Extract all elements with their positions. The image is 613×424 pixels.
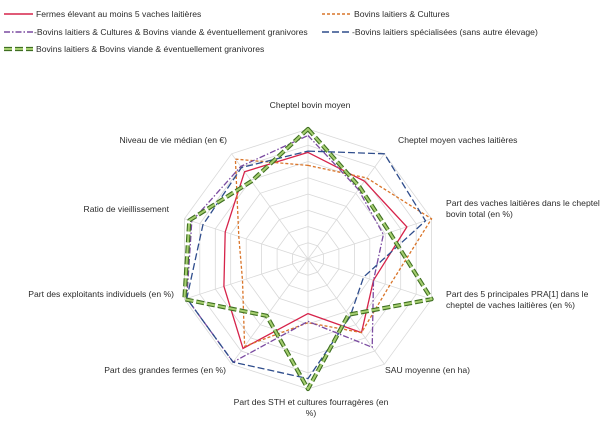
axis-label-9-line-0: Niveau de vie médian (en €) xyxy=(120,135,228,145)
axis-label-0: Cheptel bovin moyen xyxy=(270,100,351,110)
axis-label-3-line-0: Part des 5 principales PRA[1] dans le xyxy=(446,289,589,299)
legend: Fermes élevant au moins 5 vaches laitièr… xyxy=(4,9,538,54)
axis-label-8: Ratio de vieillissement xyxy=(84,204,170,214)
axis-label-5-line-0: Part des STH et cultures fourragères (en xyxy=(234,397,389,407)
axis-label-6-line-0: Part des grandes fermes (en %) xyxy=(104,365,226,375)
axis-label-2-line-1: bovin total (en %) xyxy=(446,209,513,219)
legend-item-2: -Bovins laitiers & Cultures & Bovins via… xyxy=(4,27,308,37)
grid-spoke-8 xyxy=(184,218,309,260)
axis-label-5: Part des STH et cultures fourragères (en… xyxy=(234,397,389,418)
legend-item-4: Bovins laitiers & Bovins viande & éventu… xyxy=(4,44,264,54)
series-line-3 xyxy=(186,150,427,380)
legend-item-3: -Bovins laitiers spécialisées (sans autr… xyxy=(322,27,538,37)
series-line-1 xyxy=(234,158,433,347)
legend-label-2: -Bovins laitiers & Cultures & Bovins via… xyxy=(34,27,308,37)
axis-label-7: Part des exploitants individuels (en %) xyxy=(28,289,174,299)
grid-spoke-9 xyxy=(231,153,309,260)
radar-series xyxy=(182,126,434,392)
axis-label-1-line-0: Cheptel moyen vaches laitières xyxy=(398,135,517,145)
axis-label-5-line-1: %) xyxy=(306,408,317,418)
legend-label-3: -Bovins laitiers spécialisées (sans autr… xyxy=(352,27,538,37)
legend-label-1: Bovins laitiers & Cultures xyxy=(354,9,450,19)
grid-spoke-2 xyxy=(307,218,432,260)
axis-label-1: Cheptel moyen vaches laitières xyxy=(398,135,517,145)
axis-label-9: Niveau de vie médian (en €) xyxy=(120,135,228,145)
axis-label-7-line-0: Part des exploitants individuels (en %) xyxy=(28,289,174,299)
axis-label-3: Part des 5 principales PRA[1] dans le che… xyxy=(446,289,589,310)
series-line-0 xyxy=(223,151,408,350)
axis-label-2-line-0: Part des vaches laitières dans le chepte… xyxy=(446,198,600,208)
radar-grid xyxy=(183,128,433,390)
axis-label-4: SAU moyenne (en ha) xyxy=(385,365,470,375)
legend-label-0: Fermes élevant au moins 5 vaches laitièr… xyxy=(36,9,201,19)
grid-spoke-3 xyxy=(307,258,432,300)
axis-label-3-line-1: cheptel de vaches laitières (en %) xyxy=(446,300,575,310)
grid-spoke-7 xyxy=(184,258,309,300)
axis-label-8-line-0: Ratio de vieillissement xyxy=(84,204,170,214)
legend-label-4: Bovins laitiers & Bovins viande & éventu… xyxy=(36,44,264,54)
axis-label-6: Part des grandes fermes (en %) xyxy=(104,365,226,375)
series-line-2 xyxy=(186,134,385,363)
legend-item-0: Fermes élevant au moins 5 vaches laitièr… xyxy=(4,9,201,19)
axis-label-2: Part des vaches laitières dans le chepte… xyxy=(446,198,600,219)
grid-spoke-1 xyxy=(307,153,385,260)
series-line-4 xyxy=(183,128,433,390)
legend-item-1: Bovins laitiers & Cultures xyxy=(322,9,450,19)
axis-label-4-line-0: SAU moyenne (en ha) xyxy=(385,365,470,375)
axis-labels: Cheptel bovin moyen Cheptel moyen vaches … xyxy=(28,100,600,418)
axis-label-0-line-0: Cheptel bovin moyen xyxy=(270,100,351,110)
